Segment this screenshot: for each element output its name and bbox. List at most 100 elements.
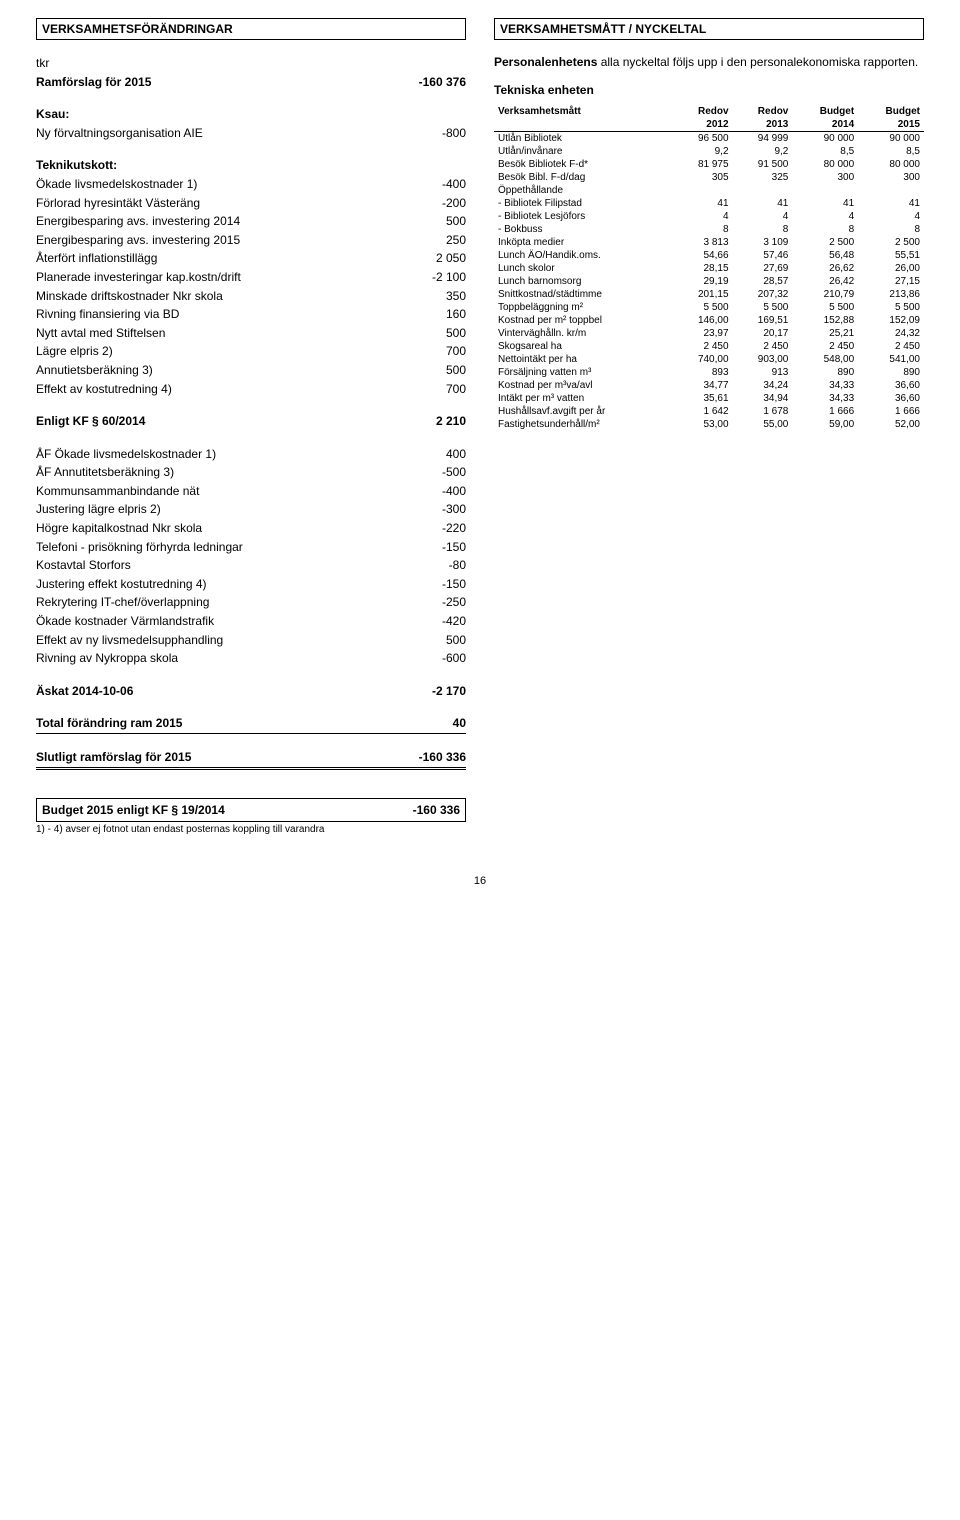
table-cell: 26,62: [792, 262, 858, 275]
line-item: Rekrytering IT-chef/överlappning-250: [36, 593, 466, 612]
table-cell: 8: [792, 223, 858, 236]
table-row: Skogsareal ha2 4502 4502 4502 450: [494, 340, 924, 353]
table-cell: 548,00: [792, 353, 858, 366]
table-row: - Bokbuss8888: [494, 223, 924, 236]
left-section-header: VERKSAMHETSFÖRÄNDRINGAR: [36, 18, 466, 40]
line-item-label: Justering effekt kostutredning 4): [36, 575, 406, 594]
table-cell: [792, 184, 858, 197]
table-cell: 5 500: [673, 301, 733, 314]
askat-label: Äskat 2014-10-06: [36, 682, 406, 701]
ramforslag-label: Ramförslag för 2015: [36, 73, 406, 92]
table-row: Hushållsavf.avgift per år1 6421 6781 666…: [494, 405, 924, 418]
page-number: 16: [36, 875, 924, 887]
line-item-label: Justering lägre elpris 2): [36, 500, 406, 519]
table-cell: 2 450: [792, 340, 858, 353]
intro-text: Personalenhetens alla nyckeltal följs up…: [494, 54, 924, 71]
table-cell: Fastighetsunderhåll/m²: [494, 418, 673, 431]
table-cell: - Bibliotek Lesjöfors: [494, 210, 673, 223]
line-item: Energibesparing avs. investering 2014500: [36, 212, 466, 231]
line-item: Rivning finansiering via BD160: [36, 305, 466, 324]
table-cell: 2 500: [792, 236, 858, 249]
line-item-value: -80: [406, 556, 466, 575]
table-header-cell: [494, 118, 673, 132]
table-cell: Besök Bibliotek F-d*: [494, 158, 673, 171]
line-item-label: Effekt av kostutredning 4): [36, 380, 406, 399]
table-cell: 23,97: [673, 327, 733, 340]
line-item-label: Ny förvaltningsorganisation AIE: [36, 124, 406, 143]
table-cell: Kostnad per m² toppbel: [494, 314, 673, 327]
table-cell: 90 000: [792, 131, 858, 145]
line-item: Justering effekt kostutredning 4)-150: [36, 575, 466, 594]
table-cell: 53,00: [673, 418, 733, 431]
table-cell: 80 000: [858, 158, 924, 171]
table-header-cell: Budget: [792, 105, 858, 118]
line-item-label: Kommunsammanbindande nät: [36, 482, 406, 501]
table-cell: - Bokbuss: [494, 223, 673, 236]
line-item: Lägre elpris 2)700: [36, 342, 466, 361]
line-item-value: 250: [406, 231, 466, 250]
tekniska-heading: Tekniska enheten: [494, 83, 924, 97]
line-item-value: -600: [406, 649, 466, 668]
table-cell: 36,60: [858, 392, 924, 405]
line-item-value: 500: [406, 212, 466, 231]
budget-val: -160 336: [400, 801, 460, 820]
teknik-label: Teknikutskott:: [36, 156, 117, 175]
line-item: ÅF Ökade livsmedelskostnader 1)400: [36, 445, 466, 464]
table-row: Nettointäkt per ha740,00903,00548,00541,…: [494, 353, 924, 366]
table-cell: 55,00: [733, 418, 793, 431]
line-item-value: 700: [406, 342, 466, 361]
table-cell: 8,5: [792, 145, 858, 158]
enligt-label: Enligt KF § 60/2014: [36, 412, 406, 431]
line-item-label: Förlorad hyresintäkt Västeräng: [36, 194, 406, 213]
line-item: Ökade livsmedelskostnader 1)-400: [36, 175, 466, 194]
table-cell: 9,2: [733, 145, 793, 158]
table-row: Intäkt per m³ vatten35,6134,9434,3336,60: [494, 392, 924, 405]
ramforslag-val: -160 376: [406, 73, 466, 92]
footnote: 1) - 4) avser ej fotnot utan endast post…: [36, 824, 466, 835]
line-item: Justering lägre elpris 2)-300: [36, 500, 466, 519]
line-item-value: 2 050: [406, 249, 466, 268]
line-item-value: -800: [406, 124, 466, 143]
table-cell: 9,2: [673, 145, 733, 158]
table-cell: 35,61: [673, 392, 733, 405]
table-row: Utlån Bibliotek96 50094 99990 00090 000: [494, 131, 924, 145]
line-item: Annutietsberäkning 3)500: [36, 361, 466, 380]
table-cell: 169,51: [733, 314, 793, 327]
table-cell: 4: [733, 210, 793, 223]
table-header-cell: 2012: [673, 118, 733, 132]
line-item: Nytt avtal med Stiftelsen500: [36, 324, 466, 343]
table-cell: Inköpta medier: [494, 236, 673, 249]
table-cell: 41: [792, 197, 858, 210]
table-cell: 26,42: [792, 275, 858, 288]
table-cell: 146,00: [673, 314, 733, 327]
table-row: Öppethållande: [494, 184, 924, 197]
budget-label: Budget 2015 enligt KF § 19/2014: [42, 801, 400, 820]
table-cell: 1 678: [733, 405, 793, 418]
table-cell: 207,32: [733, 288, 793, 301]
table-cell: 2 500: [858, 236, 924, 249]
line-item: Ny förvaltningsorganisation AIE-800: [36, 124, 466, 143]
table-cell: 213,86: [858, 288, 924, 301]
table-cell: 913: [733, 366, 793, 379]
line-item: Effekt av ny livsmedelsupphandling500: [36, 631, 466, 650]
table-cell: 890: [858, 366, 924, 379]
line-item: Minskade driftskostnader Nkr skola350: [36, 287, 466, 306]
table-row: Kostnad per m³va/avl34,7734,2434,3336,60: [494, 379, 924, 392]
line-item-value: -220: [406, 519, 466, 538]
line-item: Kommunsammanbindande nät-400: [36, 482, 466, 501]
table-cell: 28,57: [733, 275, 793, 288]
table-cell: 26,00: [858, 262, 924, 275]
table-cell: 300: [858, 171, 924, 184]
line-item: Planerade investeringar kap.kostn/drift-…: [36, 268, 466, 287]
table-cell: 740,00: [673, 353, 733, 366]
line-item: Telefoni - prisökning förhyrda ledningar…: [36, 538, 466, 557]
line-item-label: Lägre elpris 2): [36, 342, 406, 361]
line-item-value: 700: [406, 380, 466, 399]
line-item-value: -300: [406, 500, 466, 519]
table-cell: 152,88: [792, 314, 858, 327]
line-item-value: 400: [406, 445, 466, 464]
table-cell: Snittkostnad/städtimme: [494, 288, 673, 301]
table-cell: 52,00: [858, 418, 924, 431]
table-cell: 41: [733, 197, 793, 210]
intro-bold: Personalenhetens: [494, 55, 597, 69]
